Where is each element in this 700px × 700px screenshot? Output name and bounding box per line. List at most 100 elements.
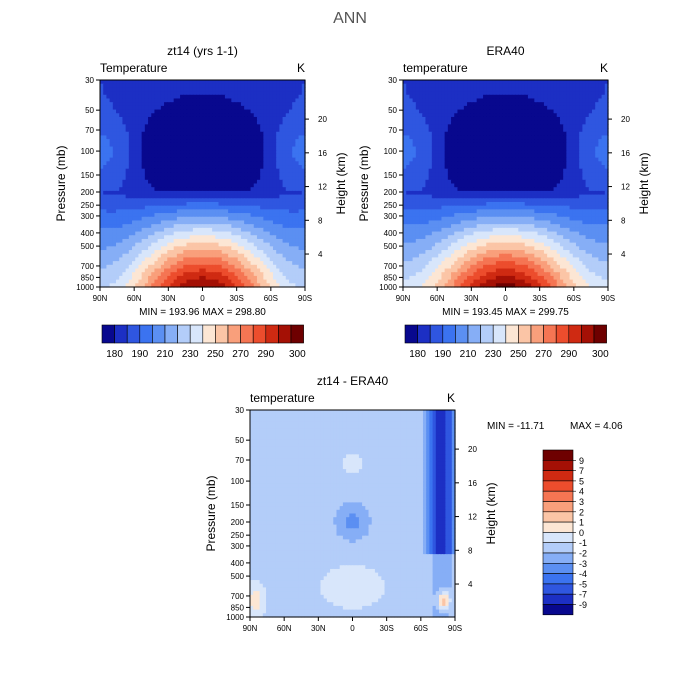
heatmap-cell [240,235,245,240]
heatmap-cell [212,194,216,199]
heatmap-cell [122,283,127,288]
heatmap-cell [575,109,580,114]
heatmap-cell [537,146,542,151]
heatmap-cell [212,157,216,162]
heatmap-cell [292,91,296,96]
heatmap-cell [250,161,255,166]
heatmap-cell [575,98,580,103]
heatmap-cell [406,128,410,133]
heatmap-cell [122,105,127,111]
heatmap-cell [192,161,197,166]
heatmap-cell [224,231,229,236]
heatmap-cells [100,80,306,288]
heatmap-cell [515,113,519,118]
heatmap-cell [476,102,481,107]
heatmap-cell [180,150,184,155]
heatmap-cell [288,161,293,166]
heatmap-cell [228,213,232,218]
heatmap-cell [148,165,152,170]
heatmap-cell [122,142,127,148]
heatmap-cell [208,246,213,251]
heatmap-cell [151,124,156,129]
heatmap-cell [279,165,284,170]
heatmap-cell [253,209,258,214]
heatmap-cell [144,250,149,255]
heatmap-cell [483,105,487,111]
heatmap-cell [492,105,497,111]
heatmap-cell [151,146,156,151]
heatmap-cell [196,198,200,203]
heatmap-cell [476,105,481,111]
heatmap-cell [438,120,443,125]
heatmap-cell [180,235,184,240]
heatmap-cell [505,80,510,85]
heatmap-cell [160,201,165,207]
heatmap-cell [451,98,455,103]
heatmap-cell [141,183,146,188]
heatmap-cell [151,194,156,199]
heatmap-cell [228,275,232,281]
heatmap-cell [279,80,284,85]
heatmap-cell [285,116,290,122]
heatmap-cell [196,283,200,288]
heatmap-cell [415,135,420,140]
heatmap-cell [170,146,175,151]
heatmap-cell [167,98,172,103]
heatmap-cell [534,150,539,155]
heatmap-cell [221,80,226,85]
heatmap-cell [595,131,599,137]
heatmap-cell [521,139,526,144]
heatmap-cell [595,105,599,111]
heatmap-cell [199,131,204,137]
heatmap-cell [148,120,152,125]
heatmap-cell [295,242,300,247]
heatmap-cell [298,268,303,273]
heatmap-cell [451,94,455,100]
heatmap-cell [295,172,300,177]
heatmap-cell [240,161,245,166]
heatmap-cell [224,176,229,181]
heatmap-cell [100,91,104,96]
heatmap-cell [224,109,229,114]
heatmap-cell [141,172,146,177]
heatmap-cell [422,131,427,137]
heatmap-cell [435,105,439,111]
heatmap-cell [499,102,503,107]
heatmap-cell [221,261,226,266]
heatmap-cell [292,135,296,140]
heatmap-cell [276,198,280,203]
heatmap-cell [269,231,274,236]
heatmap-cell [575,105,580,111]
heatmap-cell [170,153,175,159]
heatmap-cell [601,120,606,125]
heatmap-cell [518,80,523,85]
heatmap-cell [119,246,124,251]
heatmap-cell [218,257,223,262]
heatmap-cell [431,87,436,92]
heatmap-cell [205,201,210,207]
heatmap-cell [285,157,290,162]
heatmap-cell [192,120,197,125]
heatmap-cell [285,253,290,259]
heatmap-cell [148,113,152,118]
heatmap-cell [100,157,104,162]
heatmap-cell [537,109,542,114]
heatmap-cell [100,279,104,284]
heatmap-cell [467,113,471,118]
heatmap-cell [218,124,223,129]
heatmap-cell [151,94,156,100]
heatmap-cell [199,168,204,174]
heatmap-cell [247,216,252,222]
heatmap-cell [208,146,213,151]
heatmap-cell [202,102,207,107]
heatmap-cell [298,98,303,103]
heatmap-cell [106,135,111,140]
heatmap-cell [135,128,140,133]
heatmap-cell [173,128,178,133]
heatmap-cell [256,109,261,114]
heatmap-cell [566,98,571,103]
heatmap-cell [106,209,111,214]
heatmap-cell [604,139,609,144]
heatmap-cell [100,213,104,218]
heatmap-cell [595,120,599,125]
